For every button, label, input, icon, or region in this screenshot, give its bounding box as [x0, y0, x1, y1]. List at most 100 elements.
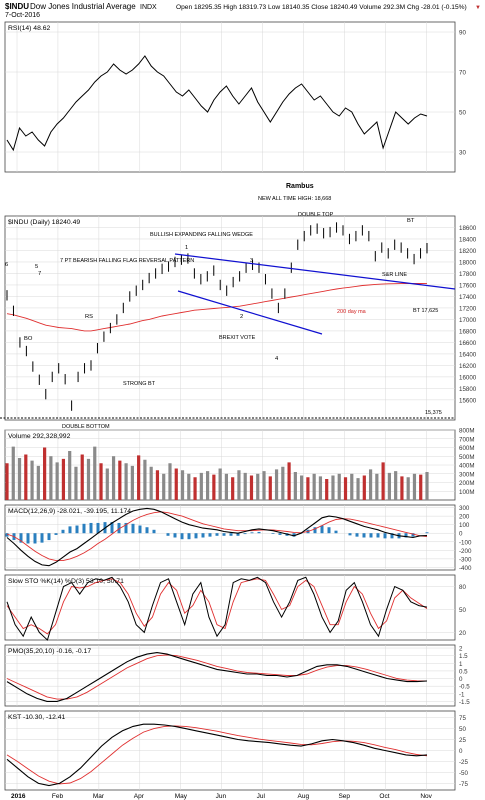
macd-histogram-bar — [180, 533, 184, 540]
price-panel: 15600 15800 16000 16200 16400 16600 16800 17000… — [0, 183, 477, 430]
volume-bar — [231, 477, 235, 500]
y-tick-label: -1.5 — [459, 699, 470, 706]
month-label: Apr — [134, 793, 145, 800]
macd-histogram-bar — [243, 533, 247, 535]
macd-line — [6, 507, 428, 567]
y-tick-label: 0.5 — [459, 668, 468, 675]
volume-bar — [343, 477, 348, 500]
macd-histogram-bar — [47, 533, 51, 541]
exchange-label: INDX — [140, 4, 157, 11]
price-annotation: 5 — [35, 264, 38, 270]
month-label: Sep — [338, 793, 350, 800]
volume-bar — [205, 471, 210, 500]
month-label: 2016 — [11, 793, 26, 800]
price-annotation: DOUBLE TOP — [298, 212, 334, 218]
price-annotation: BREXIT VOTE — [219, 335, 256, 341]
panel-title: MACD(12,26,9) -28.021, -39.195, 11.174 — [8, 508, 131, 515]
y-tick-label: 18400 — [459, 236, 477, 243]
macd-signal-line — [6, 511, 428, 562]
kst-line — [6, 723, 428, 787]
volume-bar — [419, 474, 423, 500]
macd-histogram-bar — [250, 532, 254, 534]
volume-bar — [256, 473, 260, 500]
price-annotation: S&R LINE — [382, 272, 407, 278]
y-tick-label: -75 — [459, 781, 469, 788]
month-label: Oct — [379, 793, 389, 800]
date-label: 7-Oct-2016 — [5, 12, 40, 19]
price-annotation: 4 — [275, 356, 279, 362]
y-tick-label: 16400 — [459, 351, 477, 358]
y-tick-label: 200 — [459, 514, 470, 521]
macd-histogram-bar — [390, 533, 394, 539]
volume-bar — [17, 458, 22, 500]
volume-bar — [268, 476, 272, 500]
macd-histogram-bar — [208, 533, 212, 537]
volume-bar — [137, 455, 141, 500]
sto-frame — [4, 574, 456, 641]
month-label: Aug — [298, 793, 310, 800]
volume-bar — [312, 473, 316, 500]
y-tick-label: 1.5 — [459, 653, 468, 660]
macd-histogram-bar — [61, 529, 65, 534]
sto-panel: 20 50 80 Slow STO %K(14) %D(3) 53.10, 50.71 — [4, 574, 466, 641]
macd-histogram-bar — [26, 533, 30, 544]
volume-bar — [124, 463, 128, 500]
macd-histogram-bar — [320, 525, 324, 534]
volume-bar — [111, 456, 116, 500]
volume-bar — [281, 466, 285, 500]
y-tick-label: 17200 — [459, 305, 477, 312]
wedge-upper-line — [174, 253, 456, 290]
macd-histogram-bar — [187, 533, 191, 540]
y-tick-label: -300 — [459, 556, 472, 563]
rsi-line — [6, 55, 428, 152]
macd-histogram-bar — [327, 527, 331, 534]
volume-bar — [36, 465, 40, 500]
y-tick-label: 80 — [459, 584, 466, 591]
pmo-signal-line — [6, 654, 428, 700]
volume-bar — [180, 470, 185, 500]
volume-bar — [394, 471, 398, 500]
y-tick-label: 18200 — [459, 248, 477, 255]
price-annotation: 2 — [240, 314, 243, 320]
y-tick-label: 16600 — [459, 340, 477, 347]
macd-histogram-bar — [19, 533, 23, 543]
price-frame — [4, 215, 456, 421]
volume-bar — [381, 462, 385, 500]
volume-bar — [218, 468, 222, 500]
macd-histogram-bar — [425, 532, 429, 534]
volume-bar — [24, 454, 28, 500]
volume-bar — [49, 456, 53, 500]
macd-histogram-bar — [33, 533, 37, 544]
macd-histogram-bar — [173, 533, 177, 538]
volume-bar — [43, 447, 47, 500]
y-tick-label: 18000 — [459, 259, 477, 266]
price-annotation: DOUBLE BOTTOM — [62, 424, 110, 430]
y-tick-label: 200M — [459, 480, 474, 487]
macd-histogram-bar — [236, 533, 240, 536]
rsi-panel: 30 50 70 90 RSI(14) 48.62 — [4, 21, 466, 173]
y-tick-label: 700M — [459, 436, 474, 443]
volume-bar — [30, 460, 34, 500]
volume-bar — [293, 472, 297, 500]
y-tick-label: 75 — [459, 715, 466, 722]
volume-bar — [5, 463, 9, 500]
volume-bar — [199, 472, 203, 500]
macd-histogram-bar — [362, 533, 366, 538]
volume-bar — [187, 473, 191, 500]
volume-bar — [237, 470, 241, 500]
y-tick-label: -25 — [459, 759, 469, 766]
volume-bar — [287, 462, 291, 500]
volume-bar — [425, 472, 429, 500]
ma-200-line — [6, 282, 428, 332]
price-annotation: NEW ALL TIME HIGH: 18,668 — [258, 196, 331, 202]
y-tick-label: 15600 — [459, 397, 477, 404]
y-tick-label: 18600 — [459, 225, 477, 232]
month-label: May — [175, 793, 188, 800]
macd-histogram-bar — [383, 533, 387, 539]
quote-summary: Open 18295.35 High 18319.73 Low 18140.35… — [176, 4, 467, 11]
price-annotation: 3 — [250, 258, 253, 264]
macd-histogram-bar — [292, 533, 296, 537]
macd-histogram-bar — [369, 533, 373, 538]
macd-histogram-bar — [96, 522, 100, 534]
volume-bar — [68, 451, 72, 500]
